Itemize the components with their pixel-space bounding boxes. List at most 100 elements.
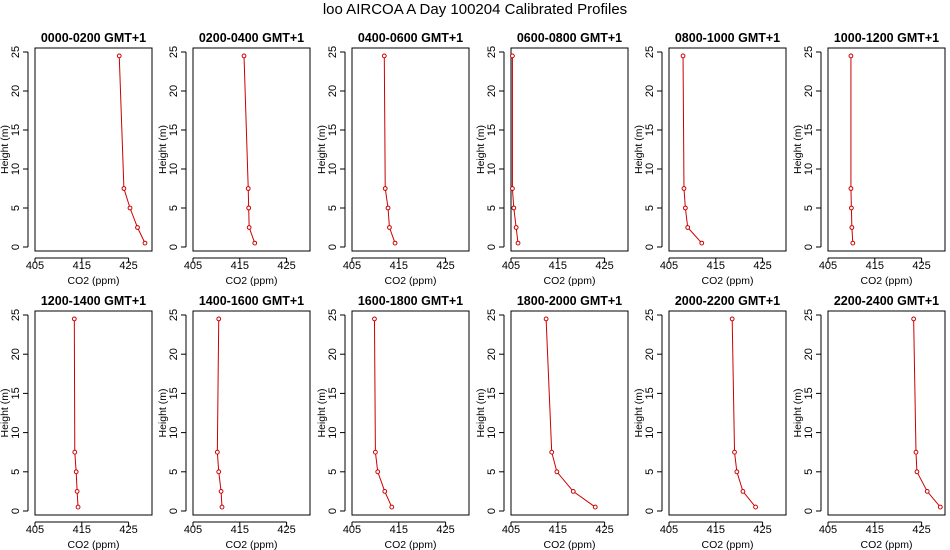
y-tick-label: 15 (327, 387, 339, 399)
data-point (549, 449, 555, 455)
y-tick-label: 20 (644, 85, 656, 97)
y-tick-label: 25 (486, 309, 498, 321)
x-tick-label: 415 (549, 524, 567, 536)
x-tick-label: 405 (343, 524, 361, 536)
y-tick-label: 25 (644, 309, 656, 321)
plot-frame (510, 47, 629, 252)
data-point (937, 504, 943, 510)
y-axis-label: Height (m) (475, 388, 487, 437)
data-point (246, 205, 252, 211)
x-tick-label: 415 (390, 260, 408, 272)
x-axis-label: CO2 (ppm) (385, 539, 437, 550)
data-point (71, 316, 77, 322)
y-tick-label: 10 (803, 163, 815, 175)
data-point (850, 240, 856, 246)
y-axis-label: Height (m) (157, 388, 169, 437)
profile-panel: 0400-0600 GMT+1 0 5 10 15 20 25 Height (m) 405 41… (316, 31, 470, 287)
x-tick-label: 415 (549, 260, 567, 272)
data-point (216, 316, 222, 322)
data-point (913, 449, 919, 455)
plot-frame (827, 47, 946, 252)
x-tick-label: 415 (707, 524, 725, 536)
y-tick-label: 15 (168, 387, 180, 399)
y-tick-label: 25 (168, 46, 180, 58)
x-tick-label: 425 (595, 524, 613, 536)
y-tick-label: 20 (644, 348, 656, 360)
y-tick-label: 10 (644, 163, 656, 175)
y-tick-label: 25 (486, 46, 498, 58)
profile-line (118, 55, 146, 244)
y-tick-label: 0 (803, 508, 815, 514)
profile-line (850, 55, 854, 244)
data-point (385, 205, 391, 211)
data-point (121, 186, 127, 191)
data-point (373, 449, 378, 455)
y-tick-label: 10 (486, 426, 498, 438)
y-tick-label: 5 (327, 469, 339, 475)
profile-panel: 1400-1600 GMT+1 0 5 10 15 20 25 Height (m) 405 41… (157, 294, 311, 550)
y-tick-label: 15 (803, 387, 815, 399)
x-tick-label: 415 (390, 524, 408, 536)
x-tick-label: 415 (231, 260, 249, 272)
y-axis-label: Height (m) (792, 388, 804, 437)
data-point (682, 205, 688, 211)
y-tick-label: 0 (327, 244, 339, 250)
y-tick-label: 20 (168, 85, 180, 97)
data-point (570, 489, 576, 494)
y-tick-label: 10 (10, 426, 22, 438)
y-tick-label: 10 (10, 163, 22, 175)
panel-title: 1600-1800 GMT+1 (358, 294, 463, 308)
profile-line (383, 55, 396, 244)
panel-title: 0400-0600 GMT+1 (358, 31, 463, 45)
y-tick-label: 20 (168, 348, 180, 360)
data-point (729, 316, 735, 322)
data-point (74, 489, 80, 494)
profile-panel: 1000-1200 GMT+1 0 5 10 15 20 25 Height (m) 405 41… (792, 31, 946, 287)
x-tick-label: 415 (866, 260, 884, 272)
data-point (245, 186, 251, 191)
profile-line (682, 55, 703, 244)
x-tick-label: 415 (73, 260, 91, 272)
plot-frame (827, 310, 946, 516)
plot-frame (351, 47, 470, 252)
profile-panel: 2000-2200 GMT+1 0 5 10 15 20 25 Height (m) 405 41… (633, 294, 787, 550)
y-tick-label: 10 (168, 163, 180, 175)
data-point (515, 240, 521, 246)
plot-frame (34, 310, 153, 516)
x-axis-label: CO2 (ppm) (544, 275, 596, 287)
data-point (387, 225, 392, 230)
plot-frame (668, 47, 787, 252)
data-point (73, 469, 79, 475)
x-tick-label: 405 (184, 524, 202, 536)
y-tick-label: 5 (486, 469, 498, 475)
plot-frame (34, 47, 153, 252)
profile-panel: 0800-1000 GMT+1 0 5 10 15 20 25 Height (m) 405 41… (633, 31, 787, 287)
plot-frame (192, 310, 311, 516)
x-tick-label: 405 (502, 260, 520, 272)
y-tick-label: 5 (10, 469, 22, 475)
x-tick-label: 425 (119, 260, 137, 272)
profile-panel: 1200-1400 GMT+1 0 5 10 15 20 25 Height (m) 405 41… (0, 294, 153, 550)
data-point (681, 186, 687, 191)
y-tick-label: 10 (486, 163, 498, 175)
data-point (219, 504, 225, 510)
data-point (214, 449, 220, 455)
panel-title: 0600-0800 GMT+1 (517, 31, 622, 45)
data-point (127, 205, 133, 211)
y-tick-label: 5 (10, 205, 22, 211)
x-tick-label: 425 (912, 524, 930, 536)
x-tick-label: 415 (231, 524, 249, 536)
data-point (914, 469, 920, 475)
data-point (732, 449, 737, 455)
y-tick-label: 20 (803, 85, 815, 97)
plot-frame (510, 310, 629, 516)
x-axis-label: CO2 (ppm) (226, 275, 278, 287)
data-point (740, 489, 746, 494)
y-tick-label: 15 (10, 124, 22, 136)
y-tick-label: 0 (168, 508, 180, 514)
y-tick-label: 0 (644, 508, 656, 514)
data-point (241, 53, 247, 59)
y-tick-label: 15 (168, 124, 180, 136)
data-point (375, 469, 381, 475)
